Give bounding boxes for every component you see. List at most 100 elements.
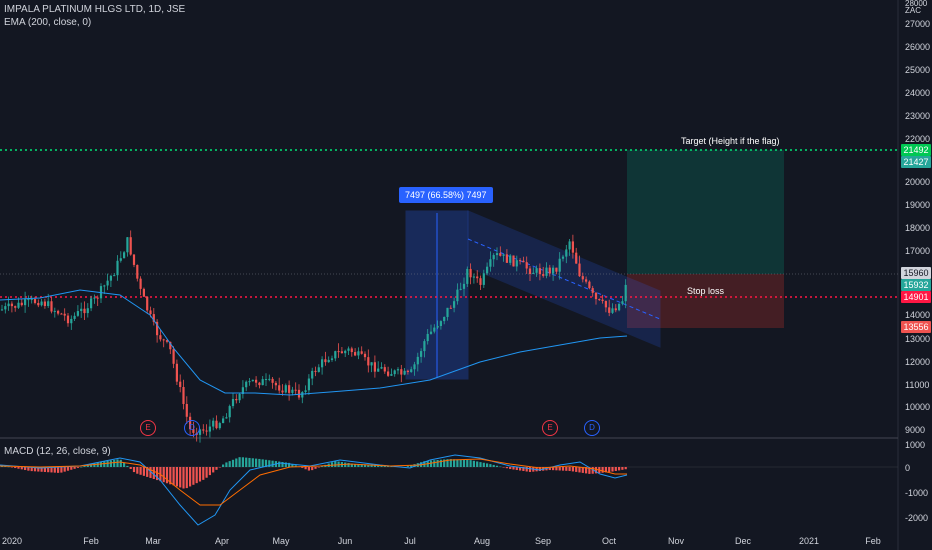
candle-body (614, 308, 617, 311)
macd-histogram-bar (581, 467, 584, 473)
candle-body (532, 272, 535, 274)
earnings-event-icon[interactable]: E (140, 420, 156, 436)
macd-histogram-bar (373, 464, 376, 467)
macd-histogram-bar (228, 461, 231, 467)
candle-body (248, 381, 251, 383)
macd-histogram-bar (47, 467, 50, 473)
y-tick: 19000 (905, 200, 931, 210)
macd-histogram-bar (175, 467, 178, 487)
macd-histogram-bar (614, 467, 617, 471)
macd-histogram-bar (251, 458, 254, 467)
candle-body (37, 302, 40, 306)
candle-body (469, 268, 472, 278)
macd-histogram-bar (73, 467, 76, 469)
candle-body (96, 297, 99, 299)
candle-body (621, 301, 624, 304)
candle-body (354, 352, 357, 356)
candle-body (561, 256, 565, 259)
target-level-badge: 21427 (901, 156, 931, 168)
macd-histogram-bar (594, 467, 598, 474)
ema-legend[interactable]: EMA (200, close, 0) (4, 17, 92, 28)
macd-histogram-bar (350, 463, 353, 467)
candle-body (182, 387, 185, 404)
macd-histogram-bar (624, 467, 627, 470)
candle-body (505, 254, 508, 263)
candle-body (515, 260, 518, 267)
macd-histogram-bar (552, 467, 555, 471)
y-tick: 18000 (905, 223, 931, 233)
flag-channel[interactable] (467, 210, 661, 348)
macd-histogram-bar (14, 467, 17, 469)
measure-label[interactable]: 7497 (66.58%) 7497 (399, 187, 493, 203)
macd-histogram-bar (156, 467, 159, 481)
macd-histogram-bar (608, 467, 611, 473)
candle-body (413, 364, 416, 370)
candlestick-series (0, 230, 627, 443)
macd-histogram-bar (103, 461, 106, 467)
candle-body (119, 258, 122, 261)
candle-body (90, 298, 93, 309)
macd-histogram-bar (24, 467, 27, 471)
stop-zone[interactable] (627, 274, 784, 328)
macd-histogram-bar (261, 459, 264, 467)
macd-histogram-bar (515, 467, 518, 471)
dividend-event-icon[interactable]: D (584, 420, 600, 436)
candle-body (568, 241, 571, 250)
candle-body (611, 308, 614, 313)
macd-histogram-bar (304, 467, 307, 470)
candle-body (245, 381, 248, 388)
candle-body (43, 301, 46, 306)
y-tick: 24000 (905, 88, 931, 98)
candle-body (136, 264, 139, 279)
macd-histogram-bar (152, 467, 155, 480)
candle-body (139, 278, 142, 289)
candle-body (261, 379, 264, 386)
macd-histogram-bar (370, 464, 373, 467)
macd-histogram-bar (585, 467, 588, 474)
candle-body (109, 275, 112, 281)
candle-body (624, 284, 627, 302)
candle-body (238, 393, 241, 401)
candle-body (30, 298, 33, 300)
macd-histogram-bar (40, 467, 43, 472)
candle-body (132, 254, 136, 265)
macd-tick: -1000 (905, 488, 929, 498)
macd-histogram-bar (565, 467, 568, 471)
macd-histogram-bar (321, 466, 324, 467)
macd-histogram-bar (119, 459, 122, 467)
candle-body (528, 268, 532, 274)
target-note[interactable]: Target (Height if the flag) (681, 136, 780, 146)
macd-histogram-bar (116, 459, 119, 467)
macd-histogram-bar (472, 460, 475, 467)
macd-histogram-bar (245, 457, 248, 467)
macd-histogram-bar (604, 467, 607, 473)
macd-histogram-bar (202, 467, 205, 480)
dividend-event-icon[interactable]: D (184, 420, 200, 436)
earnings-event-icon[interactable]: E (542, 420, 558, 436)
candle-body (324, 359, 327, 363)
y-tick: 26000 (905, 42, 931, 52)
macd-histogram-bar (198, 467, 202, 482)
macd-histogram-bar (429, 460, 433, 467)
candle-body (330, 358, 334, 360)
macd-histogram-bar (113, 459, 116, 467)
y-tick: 12000 (905, 357, 931, 367)
candle-body (57, 310, 60, 314)
macd-histogram-bar (509, 467, 512, 470)
x-tick: Apr (214, 536, 230, 546)
candle-body (294, 389, 297, 391)
candle-body (443, 316, 446, 322)
candle-body (73, 315, 76, 319)
macd-histogram-bar (33, 467, 37, 472)
macd-legend[interactable]: MACD (12, 26, close, 9) (4, 446, 111, 457)
macd-histogram-bar (561, 467, 565, 471)
candle-body (24, 299, 27, 306)
target-line-badge: 21492 (901, 144, 931, 156)
target-zone[interactable] (627, 150, 784, 274)
candle-body (149, 310, 152, 315)
stop-loss-note[interactable]: Stop loss (687, 286, 725, 296)
macd-histogram-bar (499, 466, 502, 468)
candle-body (476, 276, 479, 279)
candle-body (552, 267, 555, 274)
